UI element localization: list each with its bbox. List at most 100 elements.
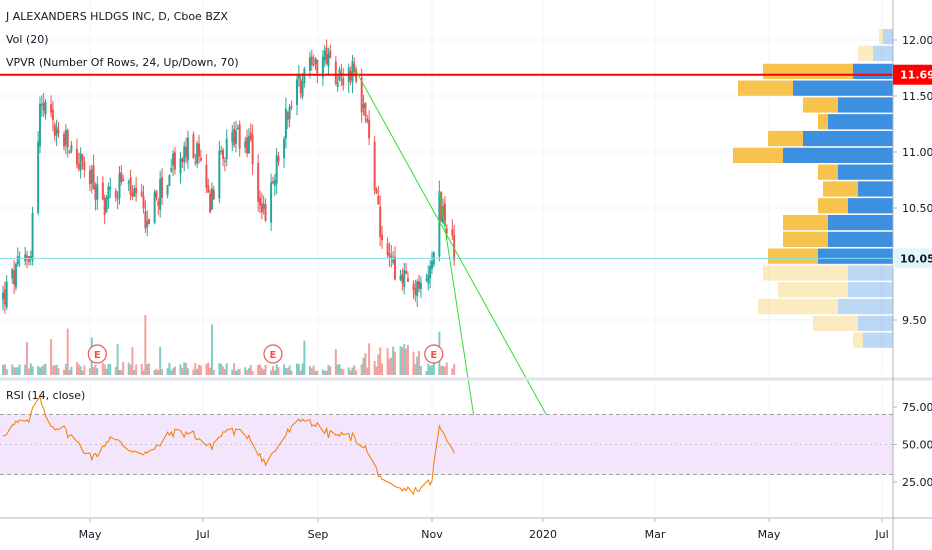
volume-bar: [24, 364, 27, 375]
candle-body: [260, 203, 263, 213]
candle-body: [88, 170, 91, 185]
candle-body: [283, 138, 286, 159]
candle-body: [327, 54, 330, 67]
time-tick-label: May: [79, 528, 102, 541]
volume-bar: [212, 369, 215, 375]
volume-bar: [109, 364, 112, 375]
candle-body: [96, 183, 99, 200]
vpvr-up-bar: [873, 45, 893, 62]
price-lines[interactable]: [0, 67, 893, 421]
candle-body: [70, 144, 73, 151]
rsi-tick-label: 75.00: [902, 401, 932, 414]
volume-bar: [170, 370, 173, 375]
volume-bar: [264, 364, 267, 375]
volume-bar: [347, 367, 350, 375]
vpvr-up-bar: [848, 198, 893, 214]
volume-bar: [57, 368, 60, 375]
vpvr-down-bar: [758, 298, 838, 315]
volume-bar: [144, 315, 147, 375]
volume-bar: [92, 367, 95, 375]
volume-bar: [68, 369, 71, 375]
volume-bar: [295, 363, 298, 375]
volume-bar: [142, 370, 145, 375]
candle-body: [146, 221, 149, 228]
candle-body: [362, 104, 365, 109]
volume-bar: [223, 368, 226, 375]
candle-body: [379, 206, 382, 238]
candle-body: [310, 56, 313, 66]
candle-body: [155, 190, 158, 198]
candle-body: [120, 172, 123, 182]
volume-bar: [288, 365, 291, 375]
vpvr-legend[interactable]: VPVR (Number Of Rows, 24, Up/Down, 70): [6, 56, 239, 69]
hline-price-tag: [893, 64, 932, 85]
candle-body: [205, 164, 208, 188]
vpvr-up-bar: [783, 147, 893, 163]
volume-bar: [373, 360, 376, 375]
candle-body: [103, 197, 106, 216]
candle-body: [386, 243, 389, 255]
price-axis[interactable]: 12.0011.5011.0010.5010.009.5075.0050.002…: [893, 34, 932, 489]
volume-bar: [166, 368, 169, 375]
last-price-label: 10.05: [900, 252, 932, 265]
candle-body: [83, 161, 86, 170]
candle-body: [183, 146, 186, 163]
candle-body: [323, 50, 326, 61]
vpvr-up-bar: [858, 315, 893, 331]
volume-legend[interactable]: Vol (20): [6, 33, 49, 46]
vpvr-down-bar: [823, 181, 858, 197]
earnings-marker: [424, 344, 444, 364]
candle-body: [51, 109, 54, 121]
candle-body: [388, 253, 391, 257]
rsi-legend[interactable]: RSI (14, close): [6, 389, 86, 402]
volume-bar: [440, 365, 443, 375]
trend-line: [353, 67, 548, 416]
candle-body: [418, 281, 421, 289]
candle-body: [3, 289, 6, 305]
price-tick-label: 11.00: [902, 146, 932, 159]
volume-bar: [205, 363, 208, 375]
volume-bar: [42, 364, 45, 375]
volume-bar: [155, 368, 158, 375]
candle-body: [312, 64, 315, 66]
volume-bar: [403, 344, 406, 375]
candle-body: [129, 177, 132, 195]
vpvr-down-bar: [818, 198, 848, 214]
volume-bar: [159, 346, 162, 375]
volume-bar: [329, 366, 332, 375]
vpvr-down-bar: [768, 130, 803, 147]
candle-body: [277, 156, 280, 162]
candle-body: [262, 203, 265, 209]
candle-body: [194, 162, 197, 164]
candle-body: [303, 68, 306, 84]
volume-bar: [81, 370, 84, 375]
candle-body: [159, 179, 162, 210]
volume-bar: [44, 363, 47, 375]
candle-body: [131, 193, 134, 197]
volume-bar: [251, 370, 254, 375]
time-axis[interactable]: May Jul Sep Nov 2020 Mar May Jul: [79, 518, 889, 541]
symbol-title[interactable]: J ALEXANDERS HLDGS INC, D, Cboe BZX: [6, 10, 228, 23]
volume-bar: [129, 364, 132, 375]
candle-body: [401, 274, 404, 284]
candle-body: [364, 102, 367, 117]
volume-bar: [259, 364, 262, 375]
candle-body: [373, 141, 376, 191]
candle-body: [275, 155, 278, 184]
candle-body: [40, 104, 43, 106]
candle-body: [31, 212, 34, 261]
vpvr-up-bar: [848, 265, 893, 281]
volume-bar: [323, 370, 326, 375]
volume-bar: [362, 357, 365, 375]
volume-bar: [425, 370, 428, 375]
volume-bar: [443, 366, 446, 375]
volume-bar: [351, 367, 354, 375]
candle-body: [284, 108, 287, 139]
candle-body: [77, 163, 80, 169]
candlesticks: [2, 39, 456, 314]
candle-body: [325, 47, 328, 64]
volume-bar: [340, 368, 343, 375]
